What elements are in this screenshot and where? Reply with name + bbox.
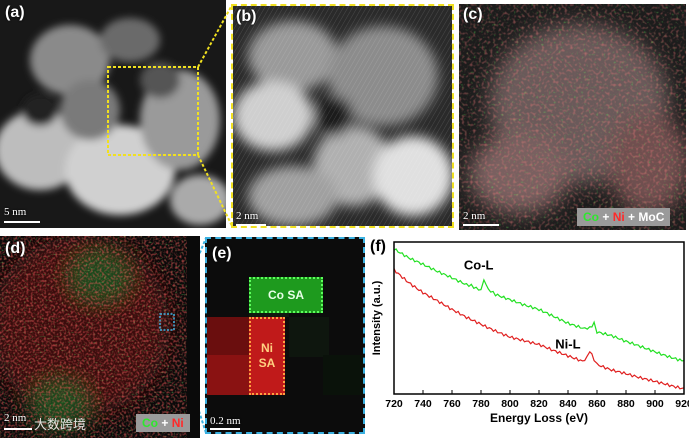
x-tick-label: 780 <box>472 398 490 410</box>
x-tick-label: 820 <box>530 398 548 410</box>
pixel-cell <box>207 355 249 395</box>
legend-co: Co <box>142 416 158 430</box>
panel-f-eels-spectrum: 720 740 760 780 800 820 840 860 880 900 920 Energy… <box>368 236 689 438</box>
series-line-ni <box>393 268 685 390</box>
series-line-co <box>393 248 685 362</box>
ni-sa-region: Ni SA <box>249 317 285 395</box>
co-sa-region: Co SA <box>249 277 323 313</box>
panel-label-c: (c) <box>463 6 483 23</box>
scale-bar-e <box>210 428 240 430</box>
legend-c: Co + Ni + MoC <box>577 208 671 226</box>
co-sa-label: Co SA <box>268 288 304 302</box>
panel-label-f: (f) <box>370 238 386 255</box>
x-axis-label: Energy Loss (eV) <box>490 411 588 425</box>
x-tick-label: 760 <box>443 398 461 410</box>
watermark-text: 大数跨境 <box>34 418 87 433</box>
x-tick-label: 880 <box>617 398 635 410</box>
ni-sa-label-line2: SA <box>258 356 276 370</box>
x-tick-label: 900 <box>646 398 664 410</box>
eels-map-c <box>459 4 686 230</box>
legend-plus: + <box>628 210 636 224</box>
ni-sa-label-line1: Ni <box>261 341 273 355</box>
pixel-cell <box>289 317 329 357</box>
eels-spectrum-chart: 720 740 760 780 800 820 840 860 880 900 920 Energy… <box>371 241 689 425</box>
pixel-cell <box>207 317 249 355</box>
pixel-cell <box>323 355 363 395</box>
stem-image-a <box>0 0 226 228</box>
x-tick-label: 720 <box>385 398 403 410</box>
x-tick-label: 920 <box>675 398 689 410</box>
scale-label-b: 2 nm <box>236 210 259 222</box>
legend-plus: + <box>602 210 610 224</box>
scale-bar-d <box>4 428 32 430</box>
scale-label-c: 2 nm <box>463 210 486 222</box>
annotation-ni-l: Ni-L <box>555 336 580 351</box>
scale-bar-a <box>4 221 40 223</box>
scale-bar-c <box>463 224 499 226</box>
panel-d-eels-map: (d) 大数跨境 2 nm Co + Ni <box>0 236 200 438</box>
legend-plus: + <box>161 416 169 430</box>
panel-e-pixel-map: Co SA Ni SA (e) 0.2 nm <box>205 237 365 434</box>
x-tick-label: 740 <box>414 398 432 410</box>
scale-label-e: 0.2 nm <box>210 415 241 427</box>
scale-label-a: 5 nm <box>4 206 27 218</box>
scale-label-d: 2 nm <box>4 412 27 424</box>
plot-frame <box>393 241 685 395</box>
eels-map-d <box>0 236 200 438</box>
panel-b-hrstem-image: (b) 2 nm <box>231 4 454 228</box>
legend-moc: MoC <box>638 210 665 224</box>
x-tick-label: 840 <box>559 398 577 410</box>
x-tick-label: 800 <box>501 398 519 410</box>
panel-label-a: (a) <box>5 4 25 21</box>
legend-d: Co + Ni <box>136 414 190 432</box>
x-tick-label: 860 <box>588 398 606 410</box>
annotation-co-l: Co-L <box>464 257 494 272</box>
legend-ni: Ni <box>612 210 625 224</box>
panel-label-b: (b) <box>236 8 257 25</box>
scale-bar-b <box>236 224 266 226</box>
panel-c-eels-map: (c) 2 nm Co + Ni + MoC <box>459 4 686 230</box>
panel-label-e: (e) <box>212 245 232 262</box>
legend-co: Co <box>583 210 599 224</box>
panel-label-d: (d) <box>5 240 26 257</box>
y-axis-label: Intensity (a.u.) <box>371 280 383 355</box>
legend-ni: Ni <box>171 416 184 430</box>
panel-a-stem-image: (a) 5 nm <box>0 0 226 228</box>
stem-image-b <box>233 6 452 226</box>
